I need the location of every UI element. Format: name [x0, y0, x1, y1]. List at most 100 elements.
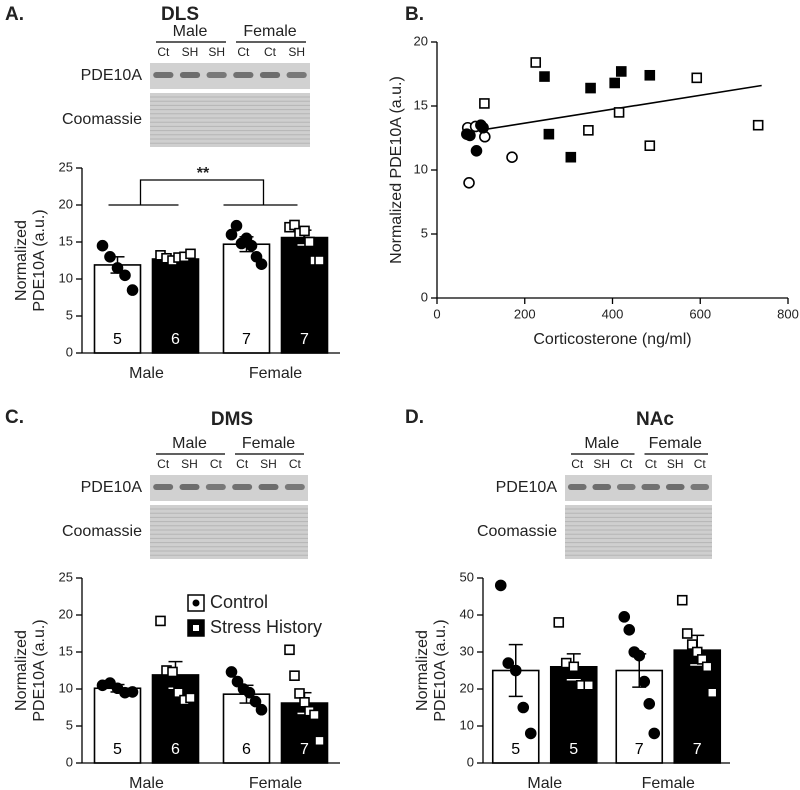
lane-label: Ct: [694, 457, 707, 471]
coomassie-strip: [150, 93, 310, 147]
lane-label: Ct: [571, 457, 584, 471]
significance: **: [197, 165, 210, 182]
panel-label: B.: [405, 4, 424, 25]
y-axis-label: Normalized PDE10A (a.u.): [388, 76, 405, 264]
blot-group-label: Male: [173, 23, 208, 40]
y-tick-label: 25: [59, 569, 73, 584]
legend-marker: [192, 599, 200, 607]
data-point: [676, 594, 688, 606]
x-tick-label: Male: [129, 775, 164, 790]
bar-panel: [93, 219, 329, 354]
data-point: [524, 727, 537, 740]
lane-label: Ct: [157, 45, 170, 59]
band: [206, 72, 227, 78]
data-point: [96, 239, 109, 252]
y-tick-label: 10: [460, 717, 474, 732]
y-tick-label: 20: [414, 33, 428, 48]
x-axis-label: Corticosterone (ng/ml): [533, 331, 691, 348]
data-point: [644, 69, 656, 81]
chart-title: NAc: [636, 409, 674, 430]
lane-label: SH: [182, 45, 199, 59]
y-tick-label: 0: [66, 344, 73, 359]
bar: [222, 693, 271, 764]
band: [153, 72, 174, 78]
x-tick-label: Female: [249, 365, 302, 382]
band: [284, 484, 305, 490]
x-tick-label: 800: [777, 306, 799, 321]
band: [641, 484, 661, 490]
data-point: [644, 140, 656, 151]
y-axis-label: PDE10A (a.u.): [31, 209, 48, 311]
y-tick-label: 25: [59, 159, 73, 174]
y-tick-label: 40: [460, 606, 474, 621]
y-tick-label: 50: [460, 569, 474, 584]
x-tick-label: 400: [602, 306, 624, 321]
band: [259, 72, 281, 78]
data-point: [284, 644, 295, 656]
lane-label: Ct: [289, 457, 302, 471]
data-point: [463, 177, 475, 189]
lane-label: Ct: [210, 457, 223, 471]
data-point: [225, 666, 238, 678]
data-point: [568, 661, 580, 673]
data-point: [583, 125, 594, 136]
data-point: [681, 628, 693, 639]
chart-title: DMS: [211, 409, 253, 430]
bar-panel: [93, 615, 329, 764]
blot-strip: [150, 63, 310, 89]
n-label: 7: [242, 331, 251, 348]
data-point: [633, 649, 646, 662]
y-axis-label: PDE10A (a.u.): [31, 619, 48, 721]
blot-strip: [150, 475, 308, 501]
data-point: [314, 735, 325, 747]
blot-group-label: Female: [649, 435, 702, 452]
data-point: [583, 679, 595, 691]
band: [258, 484, 279, 490]
data-point: [585, 82, 596, 94]
data-point: [294, 688, 305, 699]
data-point: [225, 228, 238, 241]
x-tick-label: Male: [527, 775, 562, 790]
band: [205, 484, 226, 490]
data-point: [231, 675, 244, 688]
legend-label: Stress History: [210, 617, 322, 637]
band: [232, 484, 253, 490]
panel-label: A.: [5, 4, 24, 25]
y-tick-label: 10: [414, 161, 428, 176]
y-tick-label: 15: [414, 97, 428, 112]
y-tick-label: 10: [59, 270, 73, 285]
data-point: [517, 701, 530, 714]
data-point: [701, 661, 713, 673]
data-point: [314, 255, 325, 266]
data-point: [299, 697, 310, 708]
data-point: [613, 107, 625, 118]
coomassie-strip: [565, 505, 712, 559]
data-point: [185, 248, 196, 260]
y-tick-label: 5: [66, 717, 73, 732]
legend-label: Control: [210, 592, 268, 612]
bar: [673, 649, 722, 764]
data-point: [706, 687, 718, 699]
data-point: [126, 686, 139, 698]
lane-label: SH: [593, 457, 610, 471]
data-point: [553, 617, 565, 628]
chart-title: DLS: [161, 4, 199, 25]
data-point: [245, 239, 258, 252]
data-point: [289, 670, 300, 681]
blot-row-label: Coomassie: [62, 111, 142, 128]
y-axis-label: PDE10A (a.u.): [432, 619, 449, 721]
x-tick-label: Female: [642, 775, 695, 790]
data-point: [691, 72, 703, 84]
data-point: [530, 57, 542, 68]
lane-label: Ct: [157, 457, 170, 471]
blot-row-label: Coomassie: [477, 523, 557, 540]
band: [179, 484, 200, 490]
band: [690, 484, 710, 490]
data-point: [643, 697, 656, 710]
n-label: 6: [242, 741, 251, 758]
band: [153, 484, 174, 490]
data-point: [249, 695, 262, 708]
y-tick-label: 0: [421, 289, 428, 304]
data-point: [255, 258, 268, 271]
